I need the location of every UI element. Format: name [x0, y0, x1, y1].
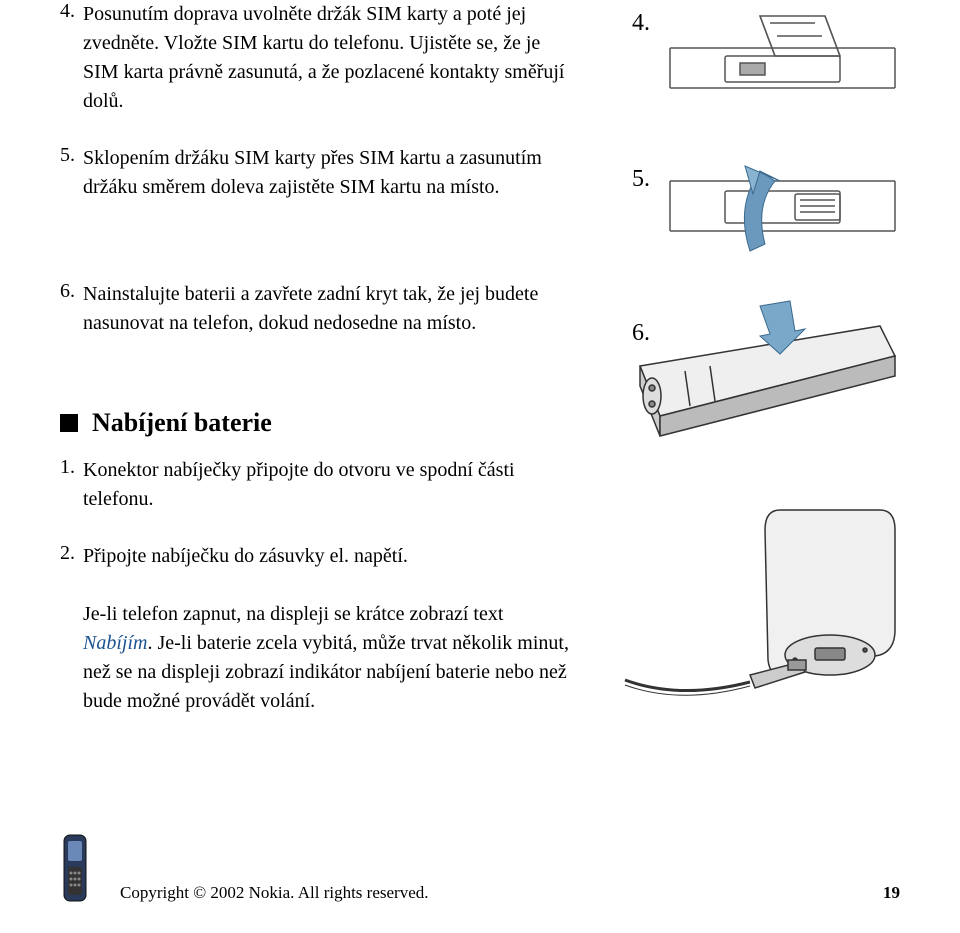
- charge-2-num: 2.: [60, 542, 75, 565]
- step-6-num: 6.: [60, 280, 75, 303]
- figure-4: [665, 8, 900, 113]
- page-footer: Copyright © 2002 Nokia. All rights reser…: [60, 833, 900, 903]
- charge-2-extra1: Je-li telefon zapnut, na displeji se krá…: [83, 603, 503, 625]
- heading-text: Nabíjení baterie: [92, 408, 272, 438]
- step-5-num: 5.: [60, 144, 75, 167]
- step-5-text: Sklopením držáku SIM karty přes SIM kart…: [83, 144, 573, 202]
- figure-charger: [620, 500, 900, 720]
- phone-thumbnail-icon: [60, 833, 90, 903]
- step-6-text: Nainstalujte baterii a zavřete zadní kry…: [83, 280, 573, 338]
- figure-label-5: 5.: [632, 166, 650, 193]
- copyright-text: Copyright © 2002 Nokia. All rights reser…: [120, 883, 429, 903]
- heading-square-icon: [60, 414, 78, 432]
- page-number: 19: [883, 883, 900, 903]
- charge-1-text: Konektor nabíječky připojte do otvoru ve…: [83, 456, 573, 514]
- figure-label-4: 4.: [632, 10, 650, 37]
- figure-5: [665, 146, 900, 261]
- charge-1-num: 1.: [60, 456, 75, 479]
- charge-2-extra2: . Je-li baterie zcela vybitá, může trvat…: [83, 632, 569, 712]
- step-4-num: 4.: [60, 0, 75, 23]
- charge-2-main: Připojte nabíječku do zásuvky el. napětí…: [83, 545, 408, 567]
- step-4-text: Posunutím doprava uvolněte držák SIM kar…: [83, 0, 573, 116]
- charge-2-text: Připojte nabíječku do zásuvky el. napětí…: [83, 542, 573, 716]
- figure-6: [630, 296, 900, 476]
- charge-2-italic: Nabíjím: [83, 632, 147, 654]
